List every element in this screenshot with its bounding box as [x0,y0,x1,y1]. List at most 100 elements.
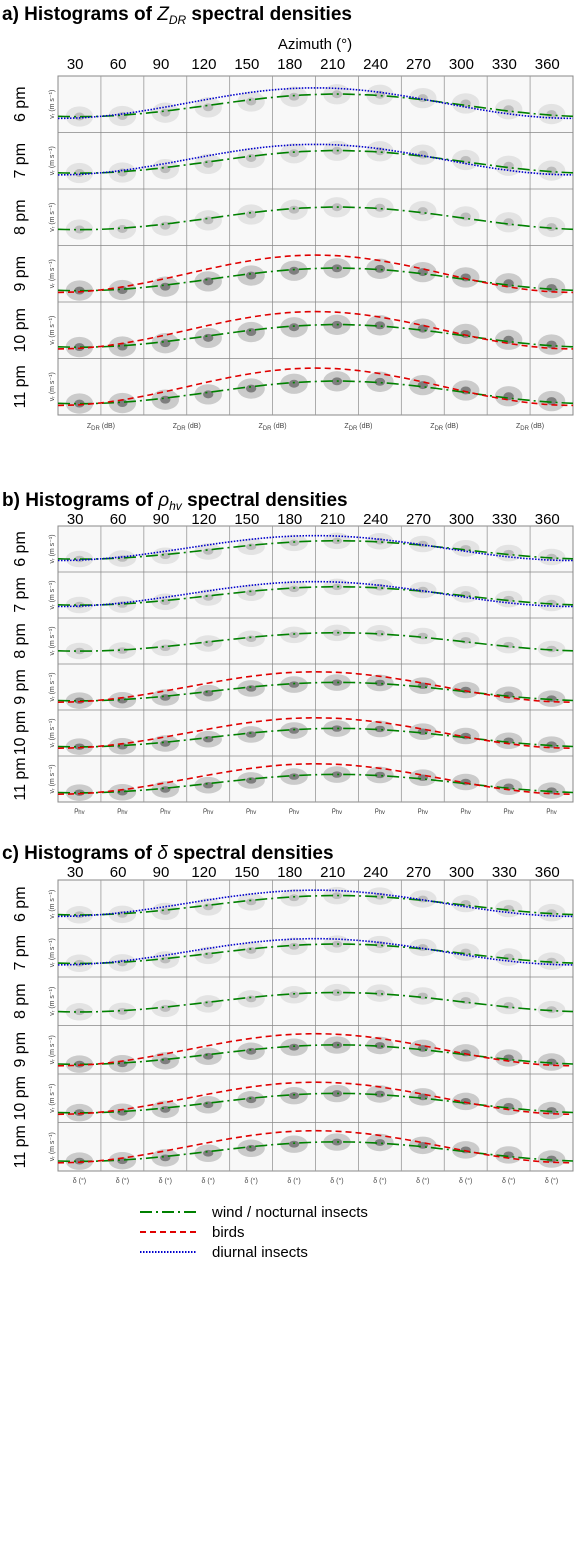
azimuth-label: 90 [153,511,170,528]
fit-curve [57,894,574,916]
text-part: hv [507,810,513,816]
density-blob [151,1052,180,1070]
text-part: (°) [506,1177,515,1185]
x-label: δ (°) [287,1177,300,1185]
y-label: vᵣ (m s⁻¹) [49,580,56,609]
density-blob [494,212,523,233]
density-blob [366,315,394,336]
density-blob [237,941,265,960]
text-part: hv [379,810,385,816]
density-blob [108,105,137,127]
fit-curve [57,310,574,350]
density-core [245,543,257,550]
text-part: Z [173,423,178,430]
density-blob [151,332,180,354]
density-core [288,942,300,950]
density-blob [537,277,566,299]
azimuth-label: 330 [492,56,517,73]
text-part: b) Histograms of [2,490,158,511]
density-blob [151,102,180,123]
row-label: 10 pm [12,308,29,352]
density-blob [237,726,265,743]
density-blob [537,594,566,612]
density-blob [237,772,265,789]
density-blob [366,371,394,392]
fit-curve [57,1032,574,1067]
density-blob [65,219,94,240]
density-blob [366,720,394,738]
density-blob [366,624,394,642]
density-blob [323,532,351,550]
density-blob [65,1055,94,1073]
density-core [245,1096,257,1104]
text-part: hv [336,810,342,816]
x-label: δ (°) [244,1177,257,1185]
text-part: DR [91,426,100,432]
row-label: 7 pm [12,577,29,613]
density-core [245,635,257,642]
text-part: spectral densities [168,843,334,864]
x-label: δ (°) [202,1177,215,1185]
density-blob [280,1135,308,1153]
text-part: ρ [160,807,164,814]
azimuth-label: 300 [449,864,474,881]
density-blob [366,766,394,784]
x-label: δ (°) [73,1177,86,1185]
text-part: ρ [418,807,422,814]
azimuth-label: 300 [449,511,474,528]
density-core [546,1006,557,1014]
density-core [331,989,343,997]
density-blob [108,218,137,240]
density-blob [280,626,308,644]
density-blob [65,550,94,568]
density-core [331,679,343,686]
text-part: (°) [163,1177,172,1185]
density-blob [237,630,265,648]
density-blob [537,548,566,566]
legend-label: diurnal insects [212,1244,308,1261]
density-core [331,725,343,732]
text-part: hv [121,810,127,816]
density-blob [280,580,308,598]
x-label: δ (°) [545,1177,558,1185]
density-blob [366,1036,394,1055]
density-core [331,892,343,900]
azimuth-label: 270 [406,511,431,528]
density-blob [194,153,222,175]
density-core [288,894,300,902]
fit-curve [57,1081,574,1116]
text-part: (°) [248,1177,257,1185]
x-label: ρhv [203,807,213,816]
density-core [74,399,85,408]
density-blob [194,995,222,1013]
text-part: δ [73,1178,77,1185]
density-core [546,397,557,406]
density-blob [537,782,566,799]
density-core [374,1139,386,1146]
density-blob [237,538,265,556]
text-part: hv [250,810,256,816]
density-blob [194,730,222,748]
density-core [374,321,386,330]
density-blob [451,323,480,345]
row-label: 10 pm [12,711,29,755]
x-label: ZDR (dB) [344,423,372,432]
x-label: ρhv [332,807,342,816]
density-blob [451,632,480,649]
density-blob [451,1044,480,1062]
density-blob [151,1149,180,1167]
density-blob [151,902,180,921]
density-blob [280,1038,308,1056]
density-blob [451,1092,480,1111]
text-part: (dB) [357,423,372,430]
density-blob [194,684,222,702]
density-core [288,92,300,101]
density-core [74,225,85,234]
density-blob [409,200,437,222]
fit-curve [57,143,574,176]
density-blob [151,547,180,565]
density-blob [537,216,566,238]
density-blob [237,265,265,286]
density-blob [451,727,480,745]
